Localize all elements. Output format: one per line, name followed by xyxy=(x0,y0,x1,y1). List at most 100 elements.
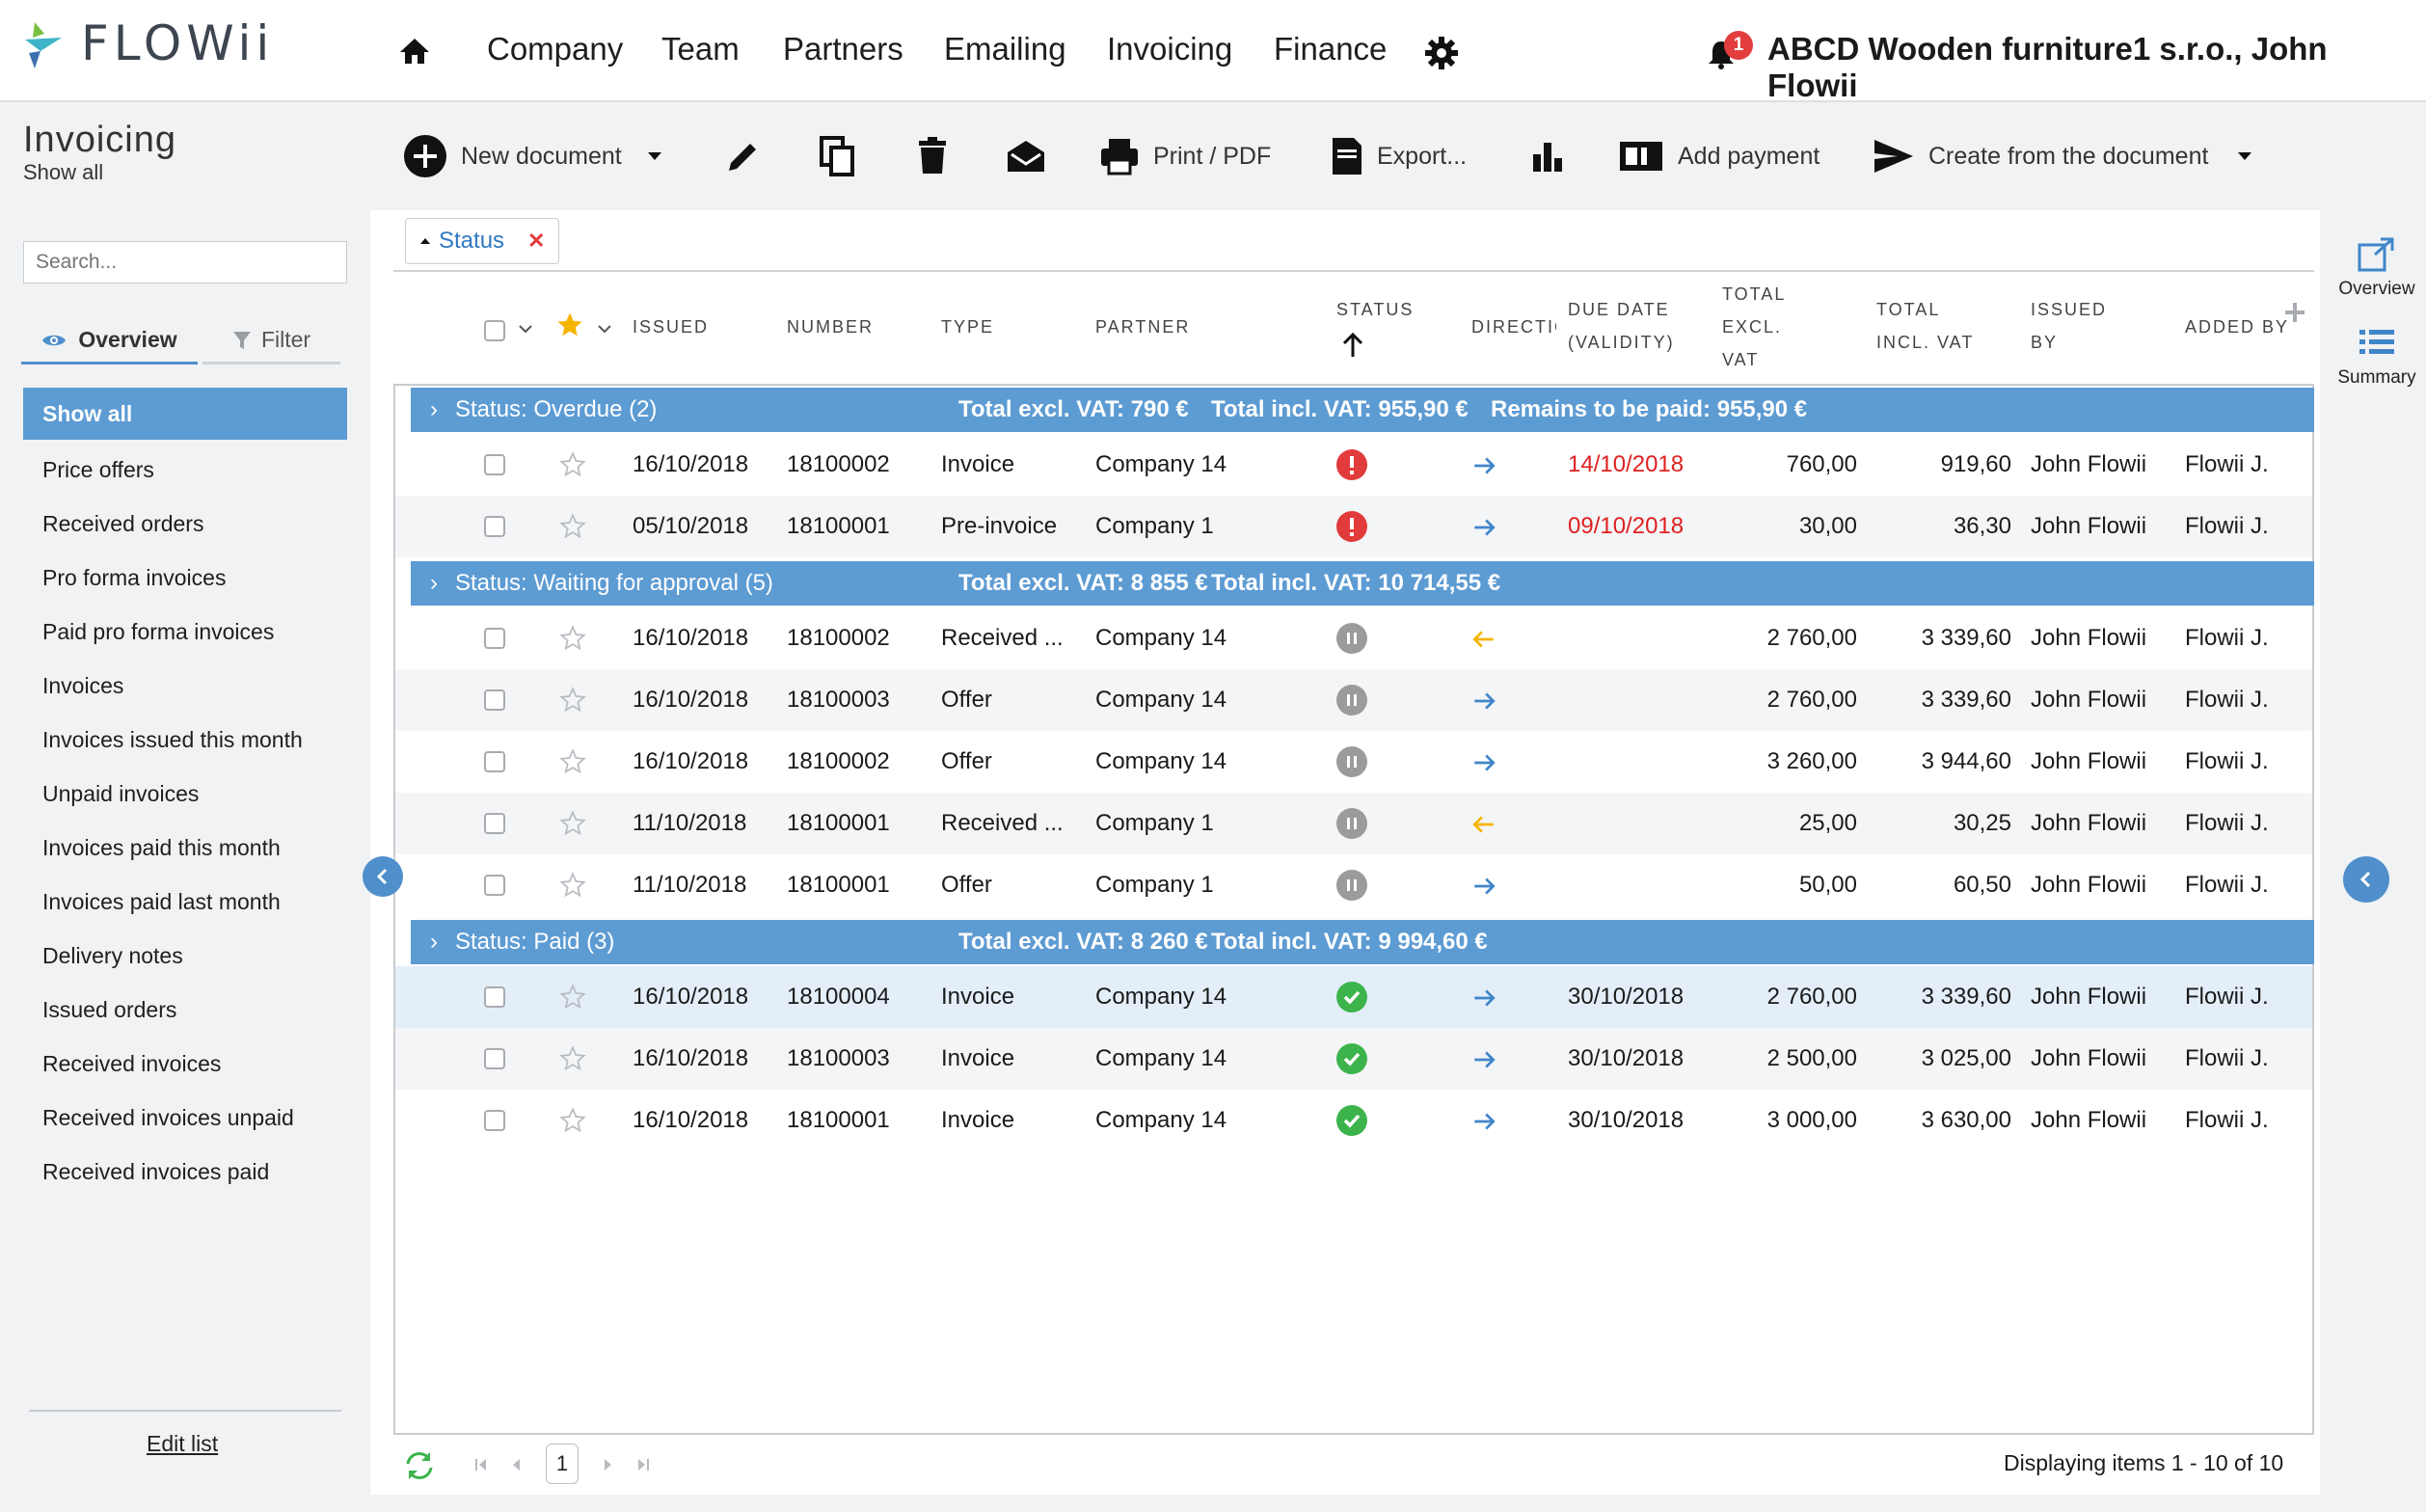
cell-number[interactable]: 18100003 xyxy=(787,687,890,713)
table-row[interactable]: 16/10/2018 18100002 Received ... Company 14… xyxy=(395,608,2312,669)
table-row[interactable]: 11/10/2018 18100001 Received ... Company 1 2… xyxy=(395,793,2312,854)
logo[interactable]: FLOWii xyxy=(21,15,274,71)
home-icon[interactable] xyxy=(398,37,431,70)
sidebar-item[interactable]: Unpaid invoices xyxy=(42,781,200,806)
status-grouping-chip[interactable]: Status ✕ xyxy=(405,218,559,264)
email-button[interactable] xyxy=(1006,131,1046,181)
expand-right-panel-button[interactable] xyxy=(2343,856,2389,903)
group-header[interactable]: › Status: Overdue (2) Total excl. VAT: 790… xyxy=(411,388,2314,432)
group-header[interactable]: › Status: Waiting for approval (5) Total e… xyxy=(411,561,2314,606)
col-type[interactable]: TYPE xyxy=(941,317,995,337)
table-row[interactable]: 16/10/2018 18100004 Invoice Company 14 30/10… xyxy=(395,966,2312,1028)
row-checkbox[interactable] xyxy=(484,689,505,711)
nav-team[interactable]: Team xyxy=(661,31,740,67)
star-filled-icon[interactable] xyxy=(555,310,584,339)
current-page-input[interactable]: 1 xyxy=(546,1444,579,1484)
star-outline-icon[interactable] xyxy=(559,451,586,478)
col-status[interactable]: STATUS xyxy=(1336,300,1415,319)
tab-filter[interactable]: Filter xyxy=(202,318,340,364)
sidebar-item[interactable]: Price offers xyxy=(42,457,154,482)
new-document-button[interactable]: New document xyxy=(403,131,664,181)
star-outline-icon[interactable] xyxy=(559,748,586,775)
col-total-incl[interactable]: TOTAL xyxy=(1876,300,1941,319)
row-checkbox[interactable] xyxy=(484,986,505,1008)
cell-number[interactable]: 18100001 xyxy=(787,872,890,898)
cell-number[interactable]: 18100002 xyxy=(787,748,890,774)
cell-partner[interactable]: Company 14 xyxy=(1095,687,1227,713)
cell-partner[interactable]: Company 1 xyxy=(1095,872,1214,898)
col-issued[interactable]: ISSUED xyxy=(633,317,710,337)
sidebar-item[interactable]: Received invoices xyxy=(42,1051,222,1076)
sidebar-item[interactable]: Received invoices paid xyxy=(42,1159,270,1184)
edit-list-link[interactable]: Edit list xyxy=(147,1431,219,1456)
chevron-down-icon[interactable] xyxy=(517,322,534,336)
table-row[interactable]: 16/10/2018 18100002 Invoice Company 14 14/10… xyxy=(395,434,2312,496)
cell-number[interactable]: 18100002 xyxy=(787,451,890,477)
group-chevron-icon[interactable]: › xyxy=(430,396,438,422)
star-outline-icon[interactable] xyxy=(559,687,586,714)
cell-number[interactable]: 18100002 xyxy=(787,625,890,651)
group-chevron-icon[interactable]: › xyxy=(430,929,438,955)
col-total-excl[interactable]: TOTAL xyxy=(1722,284,1787,304)
add-payment-button[interactable]: Add payment xyxy=(1618,131,1820,181)
col-direction[interactable]: DIRECTIC xyxy=(1471,317,1556,337)
col-partner[interactable]: PARTNER xyxy=(1095,317,1191,337)
statistics-button[interactable] xyxy=(1531,131,1564,181)
sort-arrow-up-icon[interactable] xyxy=(1340,332,1365,359)
group-header[interactable]: › Status: Paid (3) Total excl. VAT: 8 260 … xyxy=(411,920,2314,964)
table-row[interactable]: 05/10/2018 18100001 Pre-invoice Company 1 09… xyxy=(395,496,2312,557)
col-issued-by[interactable]: ISSUED xyxy=(2031,300,2108,319)
cell-number[interactable]: 18100001 xyxy=(787,1107,890,1133)
sidebar-item[interactable]: Issued orders xyxy=(42,997,177,1022)
sidebar-item[interactable]: Paid pro forma invoices xyxy=(42,619,275,644)
nav-invoicing[interactable]: Invoicing xyxy=(1107,31,1233,67)
nav-emailing[interactable]: Emailing xyxy=(944,31,1066,67)
col-due-date[interactable]: DUE DATE xyxy=(1568,300,1670,319)
table-row[interactable]: 11/10/2018 18100001 Offer Company 1 50,00 60,… xyxy=(395,854,2312,916)
star-outline-icon[interactable] xyxy=(559,513,586,540)
sidebar-item[interactable]: Delivery notes xyxy=(42,943,183,968)
remove-grouping-icon[interactable]: ✕ xyxy=(527,229,546,253)
nav-finance[interactable]: Finance xyxy=(1274,31,1388,67)
cell-partner[interactable]: Company 14 xyxy=(1095,984,1227,1010)
sidebar-item[interactable]: Invoices xyxy=(42,673,124,698)
select-all-checkbox[interactable] xyxy=(484,320,505,341)
row-checkbox[interactable] xyxy=(484,1048,505,1069)
create-from-document-button[interactable]: Create from the document xyxy=(1873,131,2254,181)
first-page-icon[interactable] xyxy=(472,1456,490,1473)
gear-icon[interactable] xyxy=(1425,37,1458,74)
edit-button[interactable] xyxy=(725,131,762,181)
group-chevron-icon[interactable]: › xyxy=(430,570,438,596)
delete-button[interactable] xyxy=(916,131,949,181)
caret-down-icon[interactable] xyxy=(645,149,664,163)
print-pdf-button[interactable]: Print / PDF xyxy=(1099,131,1271,181)
star-outline-icon[interactable] xyxy=(559,625,586,652)
sidebar-item[interactable]: Pro forma invoices xyxy=(42,565,227,590)
cell-partner[interactable]: Company 1 xyxy=(1095,513,1214,539)
table-row[interactable]: 16/10/2018 18100002 Offer Company 14 3 260,0… xyxy=(395,731,2312,793)
col-added-by[interactable]: ADDED BY xyxy=(2185,317,2290,337)
tab-overview[interactable]: Overview xyxy=(21,318,198,364)
table-row[interactable]: 16/10/2018 18100003 Offer Company 14 2 760,0… xyxy=(395,669,2312,731)
caret-down-icon[interactable] xyxy=(2235,149,2254,163)
cell-partner[interactable]: Company 14 xyxy=(1095,1045,1227,1071)
sidebar-item[interactable]: Invoices paid last month xyxy=(42,889,281,914)
export-button[interactable]: Export... xyxy=(1331,131,1467,181)
cell-number[interactable]: 18100001 xyxy=(787,513,890,539)
cell-number[interactable]: 18100001 xyxy=(787,810,890,836)
add-column-icon[interactable] xyxy=(2283,301,2306,324)
overview-panel-button[interactable]: Overview xyxy=(2333,237,2420,300)
summary-panel-button[interactable]: Summary xyxy=(2333,326,2420,389)
row-checkbox[interactable] xyxy=(484,516,505,537)
cell-partner[interactable]: Company 14 xyxy=(1095,625,1227,651)
row-checkbox[interactable] xyxy=(484,628,505,649)
sidebar-item[interactable]: Invoices issued this month xyxy=(42,727,303,752)
cell-partner[interactable]: Company 14 xyxy=(1095,1107,1227,1133)
row-checkbox[interactable] xyxy=(484,875,505,896)
refresh-icon[interactable] xyxy=(403,1450,436,1481)
collapse-sidebar-button[interactable] xyxy=(363,856,403,897)
row-checkbox[interactable] xyxy=(484,1110,505,1131)
next-page-icon[interactable] xyxy=(600,1456,617,1473)
col-number[interactable]: NUMBER xyxy=(787,317,875,337)
table-row[interactable]: 16/10/2018 18100001 Invoice Company 14 30/10… xyxy=(395,1090,2312,1151)
